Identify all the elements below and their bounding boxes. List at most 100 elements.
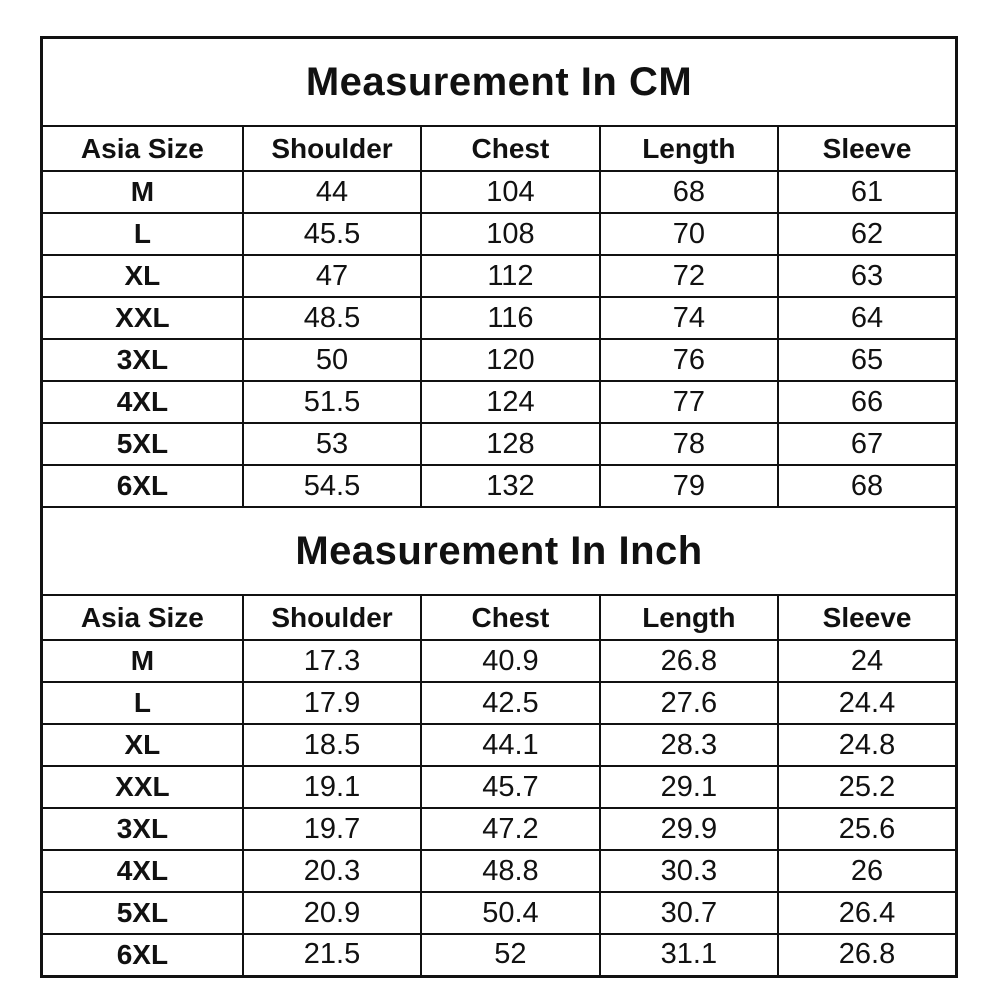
row-size-label: 5XL bbox=[40, 422, 244, 466]
cell-value: 31.1 bbox=[598, 933, 780, 977]
cell-value: 40.9 bbox=[420, 639, 601, 683]
cell-value: 29.9 bbox=[598, 807, 780, 851]
cell-value: 51.5 bbox=[241, 380, 423, 424]
inch-header-length: Length bbox=[598, 594, 780, 641]
cell-value: 26 bbox=[777, 849, 958, 893]
table-row: XXL 48.5 116 74 64 bbox=[40, 296, 958, 340]
row-size-label: XL bbox=[40, 723, 244, 767]
cell-value: 20.3 bbox=[241, 849, 423, 893]
row-size-label: 5XL bbox=[40, 891, 244, 935]
inch-header-shoulder: Shoulder bbox=[241, 594, 423, 641]
table-row: 3XL 19.7 47.2 29.9 25.6 bbox=[40, 807, 958, 851]
row-size-label: 3XL bbox=[40, 338, 244, 382]
cell-value: 48.5 bbox=[241, 296, 423, 340]
cell-value: 76 bbox=[598, 338, 780, 382]
cell-value: 24.8 bbox=[777, 723, 958, 767]
cell-value: 44.1 bbox=[420, 723, 601, 767]
cell-value: 77 bbox=[598, 380, 780, 424]
row-size-label: M bbox=[40, 170, 244, 214]
size-chart-table: Measurement In CM Asia Size Shoulder Che… bbox=[40, 36, 958, 978]
cell-value: 63 bbox=[777, 254, 958, 298]
row-size-label: XXL bbox=[40, 296, 244, 340]
cell-value: 28.3 bbox=[598, 723, 780, 767]
cell-value: 26.8 bbox=[777, 933, 958, 977]
table-row: 5XL 53 128 78 67 bbox=[40, 422, 958, 466]
table-row: XL 47 112 72 63 bbox=[40, 254, 958, 298]
cell-value: 124 bbox=[420, 380, 601, 424]
cm-header-chest: Chest bbox=[420, 125, 601, 172]
cell-value: 29.1 bbox=[598, 765, 780, 809]
cell-value: 68 bbox=[777, 464, 958, 508]
cm-header-shoulder: Shoulder bbox=[241, 125, 423, 172]
cell-value: 70 bbox=[598, 212, 780, 256]
cell-value: 50.4 bbox=[420, 891, 601, 935]
cell-value: 61 bbox=[777, 170, 958, 214]
cell-value: 53 bbox=[241, 422, 423, 466]
row-size-label: M bbox=[40, 639, 244, 683]
cell-value: 26.8 bbox=[598, 639, 780, 683]
row-size-label: 4XL bbox=[40, 849, 244, 893]
cell-value: 62 bbox=[777, 212, 958, 256]
inch-header-sleeve: Sleeve bbox=[777, 594, 958, 641]
cell-value: 27.6 bbox=[598, 681, 780, 725]
cell-value: 50 bbox=[241, 338, 423, 382]
table-row: 3XL 50 120 76 65 bbox=[40, 338, 958, 382]
cell-value: 30.3 bbox=[598, 849, 780, 893]
row-size-label: L bbox=[40, 212, 244, 256]
cell-value: 79 bbox=[598, 464, 780, 508]
table-row: M 44 104 68 61 bbox=[40, 170, 958, 214]
cell-value: 104 bbox=[420, 170, 601, 214]
cell-value: 78 bbox=[598, 422, 780, 466]
cm-table-header-row: Asia Size Shoulder Chest Length Sleeve bbox=[40, 125, 958, 172]
cell-value: 72 bbox=[598, 254, 780, 298]
table-row: XXL 19.1 45.7 29.1 25.2 bbox=[40, 765, 958, 809]
cell-value: 47 bbox=[241, 254, 423, 298]
cell-value: 48.8 bbox=[420, 849, 601, 893]
table-row: 4XL 51.5 124 77 66 bbox=[40, 380, 958, 424]
row-size-label: 6XL bbox=[40, 464, 244, 508]
cell-value: 20.9 bbox=[241, 891, 423, 935]
table-row: M 17.3 40.9 26.8 24 bbox=[40, 639, 958, 683]
table-row: L 45.5 108 70 62 bbox=[40, 212, 958, 256]
table-row: 6XL 21.5 52 31.1 26.8 bbox=[40, 933, 958, 977]
cell-value: 24.4 bbox=[777, 681, 958, 725]
row-size-label: XL bbox=[40, 254, 244, 298]
cell-value: 120 bbox=[420, 338, 601, 382]
row-size-label: 4XL bbox=[40, 380, 244, 424]
cell-value: 30.7 bbox=[598, 891, 780, 935]
cell-value: 18.5 bbox=[241, 723, 423, 767]
cell-value: 24 bbox=[777, 639, 958, 683]
cell-value: 65 bbox=[777, 338, 958, 382]
cell-value: 54.5 bbox=[241, 464, 423, 508]
cell-value: 108 bbox=[420, 212, 601, 256]
cm-header-asia-size: Asia Size bbox=[40, 125, 244, 172]
cell-value: 17.9 bbox=[241, 681, 423, 725]
cell-value: 47.2 bbox=[420, 807, 601, 851]
cell-value: 128 bbox=[420, 422, 601, 466]
cell-value: 66 bbox=[777, 380, 958, 424]
cell-value: 25.2 bbox=[777, 765, 958, 809]
cell-value: 52 bbox=[420, 933, 601, 977]
cm-header-length: Length bbox=[598, 125, 780, 172]
inch-table-title-row: Measurement In Inch bbox=[40, 506, 958, 596]
cell-value: 42.5 bbox=[420, 681, 601, 725]
row-size-label: 3XL bbox=[40, 807, 244, 851]
inch-table-header-row: Asia Size Shoulder Chest Length Sleeve bbox=[40, 594, 958, 641]
cm-header-sleeve: Sleeve bbox=[777, 125, 958, 172]
cell-value: 67 bbox=[777, 422, 958, 466]
table-row: L 17.9 42.5 27.6 24.4 bbox=[40, 681, 958, 725]
cm-table-title-row: Measurement In CM bbox=[40, 36, 958, 127]
cm-table-title: Measurement In CM bbox=[40, 36, 958, 127]
inch-header-chest: Chest bbox=[420, 594, 601, 641]
cell-value: 45.7 bbox=[420, 765, 601, 809]
inch-header-asia-size: Asia Size bbox=[40, 594, 244, 641]
cell-value: 74 bbox=[598, 296, 780, 340]
cell-value: 21.5 bbox=[241, 933, 423, 977]
cell-value: 26.4 bbox=[777, 891, 958, 935]
cell-value: 19.1 bbox=[241, 765, 423, 809]
cell-value: 68 bbox=[598, 170, 780, 214]
row-size-label: L bbox=[40, 681, 244, 725]
row-size-label: XXL bbox=[40, 765, 244, 809]
table-row: 6XL 54.5 132 79 68 bbox=[40, 464, 958, 508]
